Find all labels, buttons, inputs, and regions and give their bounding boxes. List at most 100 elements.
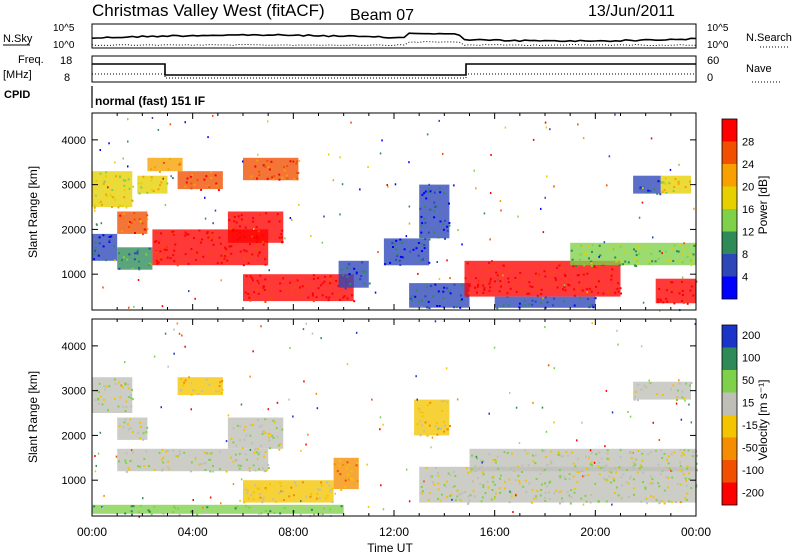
- scatter-cell: [667, 455, 670, 458]
- scatter-cell: [634, 391, 637, 394]
- scatter-cell: [141, 222, 144, 225]
- scatter-cell: [344, 287, 347, 290]
- scatter-cell: [694, 323, 697, 325]
- scatter-cell: [518, 442, 521, 445]
- scatter-cell: [642, 301, 645, 304]
- scatter-cell: [269, 447, 271, 450]
- scatter-cell: [568, 284, 571, 287]
- scatter-cell: [673, 244, 676, 247]
- scatter-cell: [264, 510, 267, 512]
- scatter-cell: [439, 220, 442, 223]
- scatter-cell: [257, 512, 260, 515]
- scatter-cell: [416, 423, 419, 426]
- scatter-cell: [264, 301, 267, 303]
- scatter-cell: [612, 479, 615, 482]
- scatter-cell: [329, 282, 331, 285]
- scatter-cell: [446, 401, 449, 404]
- scatter-cell: [164, 246, 167, 249]
- scatter-cell: [665, 476, 668, 479]
- scatter-cell: [518, 480, 521, 482]
- scatter-cell: [212, 465, 214, 467]
- scatter-cell: [166, 449, 169, 452]
- scatter-cell: [401, 242, 403, 244]
- scatter-cell: [305, 443, 307, 446]
- scatter-cell: [426, 434, 429, 437]
- scatter-cell: [659, 193, 662, 196]
- scatter-cell: [653, 188, 655, 191]
- scatter-cell: [459, 306, 462, 309]
- scatter-cell: [235, 444, 238, 447]
- scatter-cell: [496, 455, 499, 458]
- scatter-cell: [166, 182, 169, 185]
- scatter-cell: [664, 250, 667, 253]
- scatter-cell: [636, 261, 639, 264]
- scatter-cell: [267, 165, 270, 168]
- scatter-cell: [194, 456, 197, 459]
- scatter-cell: [443, 424, 446, 427]
- scatter-cell: [487, 486, 490, 489]
- colorbar-segment: [722, 370, 737, 393]
- scatter-cell: [184, 185, 187, 188]
- scatter-cell: [603, 241, 606, 244]
- scatter-cell: [244, 488, 247, 491]
- scatter-cell: [590, 290, 593, 293]
- scatter-cell: [517, 215, 519, 218]
- scatter-cell: [681, 396, 684, 399]
- scatter-cell: [122, 256, 125, 259]
- scatter-cell: [355, 272, 358, 275]
- scatter-cell: [444, 485, 447, 488]
- scatter-cell: [279, 282, 282, 285]
- scatter-cell: [453, 485, 456, 488]
- scatter-cell: [588, 306, 591, 309]
- scatter-cell: [482, 484, 485, 487]
- scatter-cell: [632, 451, 634, 454]
- scatter-cell: [529, 285, 532, 288]
- scatter-cell: [510, 270, 513, 273]
- scatter-cell: [257, 487, 260, 490]
- scatter-cell: [642, 471, 645, 474]
- scatter-cell: [475, 277, 478, 280]
- scatter-cell: [494, 460, 497, 463]
- scatter-cell: [142, 175, 145, 178]
- scatter-cell: [184, 121, 186, 124]
- scatter-cell: [667, 462, 670, 465]
- nsearch-tick-high: 10^5: [707, 23, 729, 34]
- scatter-cell: [692, 294, 695, 297]
- scatter-cell: [264, 432, 267, 435]
- scatter-cell: [346, 297, 349, 300]
- scatter-cell: [98, 201, 101, 204]
- scatter-cell: [492, 458, 495, 461]
- scatter-cell: [681, 289, 684, 292]
- scatter-cell: [543, 449, 546, 452]
- scatter-cell: [679, 469, 682, 472]
- scatter-cell: [424, 295, 427, 298]
- scatter-cell: [122, 157, 124, 160]
- scatter-cell: [609, 481, 612, 484]
- scatter-cell: [323, 280, 326, 283]
- scatter-cell: [482, 460, 485, 463]
- scatter-cell: [183, 381, 186, 384]
- scatter-cell: [218, 236, 221, 239]
- scatter-cell: [518, 302, 521, 305]
- scatter-cell: [451, 498, 453, 501]
- scatter-cell: [512, 282, 514, 285]
- scatter-cell: [262, 243, 265, 246]
- scatter-cell: [127, 165, 129, 168]
- scatter-cell: [647, 189, 650, 192]
- scatter-cell: [645, 497, 648, 500]
- scatter-cell: [319, 284, 322, 287]
- scatter-cell: [550, 462, 553, 465]
- scatter-cell: [589, 463, 592, 466]
- scatter-cell: [146, 228, 149, 230]
- scatter-cell: [480, 465, 483, 468]
- scatter-cell: [579, 258, 582, 261]
- scatter-cell: [558, 452, 561, 455]
- scatter-cell: [168, 468, 171, 471]
- colorbar-tick-label: -100: [742, 465, 764, 477]
- scatter-cell: [209, 496, 212, 499]
- scatter-cell: [675, 287, 678, 290]
- scatter-cell: [431, 475, 433, 478]
- scatter-cell: [684, 477, 687, 480]
- scatter-cell: [196, 179, 199, 182]
- scatter-cell: [651, 478, 654, 481]
